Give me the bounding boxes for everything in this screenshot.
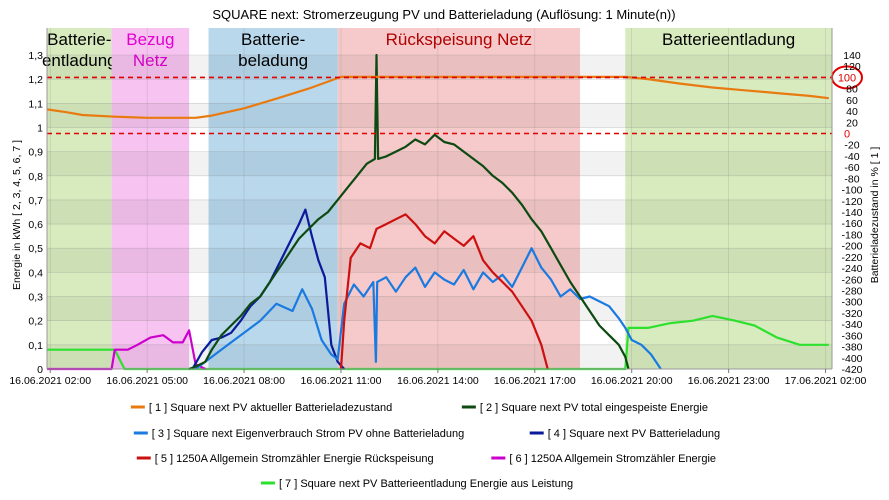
y2-tick-label: -360 xyxy=(841,330,862,342)
y2-tick-label: 140 xyxy=(843,50,861,62)
grid-band xyxy=(47,296,832,321)
chart-title: SQUARE next: Stromerzeugung PV und Batte… xyxy=(212,7,675,22)
series-line-5 xyxy=(339,213,549,370)
y2-tick-label: 40 xyxy=(846,106,858,118)
legend-label-5: [ 5 ] 1250A Allgemein Stromzähler Energi… xyxy=(155,453,434,465)
y-tick-label: 0 xyxy=(37,364,43,376)
zone-band xyxy=(111,28,190,369)
x-tick-label: 16.06.2021 08:00 xyxy=(203,375,285,387)
grid-band xyxy=(47,199,832,225)
x-tick-label: 16.06.2021 05:00 xyxy=(106,375,188,387)
zone-label: Netz xyxy=(133,51,168,70)
reference-line-label: 0 xyxy=(844,129,850,141)
y-tick-label: 1,2 xyxy=(28,74,43,86)
y2-tick-label: -400 xyxy=(841,353,862,365)
y2-tick-label: -60 xyxy=(844,162,859,174)
series-line-6 xyxy=(47,329,206,371)
zone-band xyxy=(47,28,112,369)
grid-layer xyxy=(47,28,832,370)
x-tick-label: 16.06.2021 17:00 xyxy=(494,375,576,387)
y2-tick-label: -140 xyxy=(841,207,862,219)
zone-label: beladung xyxy=(238,51,308,70)
y-tick-label: 0,4 xyxy=(28,267,43,279)
y2-tick-label: -200 xyxy=(841,241,862,253)
y2-tick-label: -40 xyxy=(844,151,859,163)
legend-label-1: [ 1 ] Square next PV aktueller Batteriel… xyxy=(149,402,392,414)
zone-band xyxy=(337,28,581,369)
grid-band xyxy=(47,55,832,80)
x-tick-label: 16.06.2021 11:00 xyxy=(300,375,381,387)
y2-tick-label: -380 xyxy=(841,342,862,354)
grid-band xyxy=(47,151,832,176)
y-tick-label: 0,3 xyxy=(28,292,43,304)
series-line-4 xyxy=(191,208,346,370)
series-layer xyxy=(46,53,829,371)
y2-tick-label: -340 xyxy=(841,319,862,331)
zone-label: Batterie- xyxy=(47,30,111,49)
y2-tick-label: -300 xyxy=(841,297,862,309)
y-axis-label: Energie in kWh [ 2, 3, 4, 5, 6, 7 ] xyxy=(11,140,23,290)
series-line-7 xyxy=(47,314,829,371)
grid-band xyxy=(47,103,832,128)
y2-tick-label: -280 xyxy=(841,286,862,298)
x-tick-label: 16.06.2021 02:00 xyxy=(9,375,91,387)
y2-tick-label: -20 xyxy=(844,140,859,152)
zone-label: Rückspeisung Netz xyxy=(386,30,532,49)
grid-band xyxy=(47,248,832,273)
series-line-3 xyxy=(194,247,662,370)
legend-label-3: [ 3 ] Square next Eigenverbrauch Strom P… xyxy=(152,428,464,440)
x-tick-label: 16.06.2021 23:00 xyxy=(688,375,770,387)
y2-tick-label: -420 xyxy=(841,364,862,376)
legend-label-6: [ 6 ] 1250A Allgemein Stromzähler Energi… xyxy=(509,453,716,465)
y-tick-label: 1,3 xyxy=(28,50,43,62)
zone-label: Batterieentladung xyxy=(662,30,795,49)
x-tick-label: 17.06.2021 02:00 xyxy=(785,375,867,387)
y2-tick-label: 120 xyxy=(843,61,861,73)
y-tick-label: 0,2 xyxy=(28,316,43,328)
y-tick-label: 0,9 xyxy=(28,147,43,159)
y2-tick-label: -80 xyxy=(844,173,859,185)
grid-band xyxy=(47,344,832,369)
y-tick-label: 0,5 xyxy=(28,243,43,255)
y2-axis-label: Batterieladezustand in % [ 1 ] xyxy=(869,147,881,284)
y-tick-label: 0,6 xyxy=(28,219,43,231)
x-tick-label: 16.06.2021 14:00 xyxy=(397,375,479,387)
series-line-2 xyxy=(188,53,630,371)
y2-tick-label: -100 xyxy=(841,185,862,197)
y2-tick-label: 80 xyxy=(846,84,858,96)
y2-tick-label: -260 xyxy=(841,274,862,286)
y-tick-label: 0,7 xyxy=(28,195,43,207)
y2-tick-label: -240 xyxy=(841,263,862,275)
y2-tick-label: -320 xyxy=(841,308,862,320)
axes-layer: 0 0,1 0,2 0,3 0,4 0,5 0,6 0,7 0,8 0,9 1 1,1 1,2 1,3 -4… xyxy=(9,28,867,387)
y2-tick-label: 20 xyxy=(846,117,858,129)
y-tick-label: 1 xyxy=(37,122,43,134)
reference-line-label: 100 xyxy=(838,72,856,84)
legend-label-4: [ 4 ] Square next PV Batterieladung xyxy=(548,428,720,440)
legend-label-2: [ 2 ] Square next PV total eingespeiste … xyxy=(480,402,708,414)
zone-label: Batterie- xyxy=(241,30,305,49)
zone-label: Bezug xyxy=(126,30,174,49)
x-tick-label: 16.06.2021 20:00 xyxy=(591,375,673,387)
y2-tick-label: -120 xyxy=(841,196,862,208)
zone-band xyxy=(625,28,832,369)
y2-tick-label: -180 xyxy=(841,229,862,241)
legend: [ 1 ] Square next PV aktueller Batteriel… xyxy=(130,402,720,490)
y2-tick-label: 60 xyxy=(846,95,858,107)
y2-tick-label: -220 xyxy=(841,252,862,264)
legend-label-7: [ 7 ] Square next PV Batterieentladung E… xyxy=(279,478,573,490)
zone-label: entladung xyxy=(42,51,117,70)
y-tick-label: 0,8 xyxy=(28,171,43,183)
y-tick-label: 0,1 xyxy=(28,340,43,352)
y-tick-label: 1,1 xyxy=(28,98,43,110)
zones-layer: Batterie-entladung Bezug Netz Batterie-bela… xyxy=(42,28,832,369)
y2-tick-label: -160 xyxy=(841,218,862,230)
